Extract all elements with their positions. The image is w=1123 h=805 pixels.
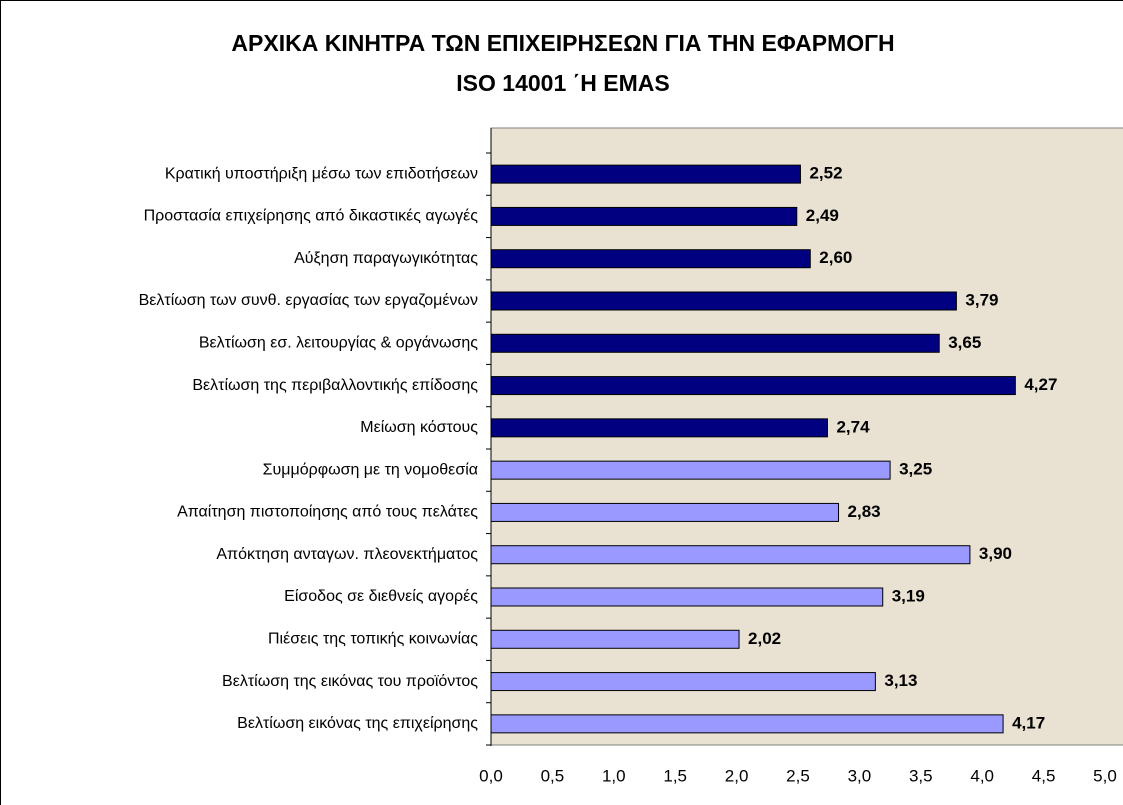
bar (490, 418, 828, 438)
x-tick-label: 1,0 (602, 766, 626, 785)
bar (490, 714, 1004, 734)
bar (490, 672, 876, 692)
chart-title: ISO 14001 ΄Η EMAS (456, 70, 669, 96)
y-tick-label: Βελτίωση εσ. λειτουργίας & οργάνωσης (199, 335, 478, 352)
x-tick-label: 5,0 (1093, 766, 1117, 785)
x-tick-label: 2,5 (786, 766, 810, 785)
y-tick-label: Αύξηση παραγωγικότητας (294, 250, 478, 267)
x-tick-label: 4,0 (970, 766, 994, 785)
value-label: 3,19 (892, 586, 925, 605)
value-label: 2,52 (809, 164, 842, 183)
x-tick-label: 3,5 (909, 766, 933, 785)
value-label: 2,74 (836, 417, 870, 436)
y-tick-label: Βελτίωση της εικόνας του προϊόντος (222, 673, 478, 690)
y-tick-label: Απόκτηση ανταγων. πλεονεκτήματος (216, 546, 478, 563)
value-label: 2,83 (848, 502, 881, 521)
value-label: 3,65 (948, 333, 981, 352)
x-tick-label: 1,5 (663, 766, 687, 785)
x-tick-label: 2,0 (725, 766, 749, 785)
y-tick-label: Βελτίωση των συνθ. εργασίας των εργαζομέ… (139, 292, 478, 309)
y-tick-label: Πιέσεις της τοπικής κοινωνίας (268, 631, 478, 648)
y-tick-label: Προστασία επιχείρησης από δικαστικές αγω… (144, 208, 479, 225)
bar (490, 502, 840, 522)
value-label: 2,02 (748, 629, 781, 648)
y-tick-label: Απαίτηση πιστοποίησης από τους πελάτες (177, 504, 478, 521)
value-label: 2,49 (806, 206, 839, 225)
y-tick-label: Μείωση κόστους (360, 419, 478, 436)
x-tick-label: 4,5 (1032, 766, 1056, 785)
bar (490, 206, 798, 226)
y-tick-label: Κρατική υποστήριξη μέσω των επιδοτήσεων (165, 165, 478, 182)
bar (490, 629, 740, 649)
value-label: 3,13 (884, 671, 917, 690)
value-label: 4,17 (1012, 713, 1045, 732)
bar (490, 460, 891, 480)
bar (490, 164, 801, 184)
bar (490, 376, 1016, 396)
value-label: 3,25 (899, 460, 932, 479)
y-tick-label: Είσοδος σε διεθνείς αγορές (284, 588, 478, 605)
bar (490, 587, 884, 607)
bar (490, 249, 811, 269)
y-tick-label: Βελτίωση της περιβαλλοντικής επίδοσης (192, 377, 478, 394)
bar (490, 333, 940, 353)
y-tick-label: Συμμόρφωση με τη νομοθεσία (263, 461, 478, 478)
chart-title: ΑΡΧΙΚΑ ΚΙΝΗΤΡΑ ΤΩΝ ΕΠΙΧΕΙΡΗΣΕΩΝ ΓΙΑ ΤΗΝ … (231, 30, 894, 56)
x-tick-label: 0,0 (479, 766, 503, 785)
value-label: 3,90 (979, 544, 1012, 563)
x-tick-label: 0,5 (541, 766, 565, 785)
bar (490, 291, 957, 311)
bar (490, 545, 971, 565)
x-tick-label: 3,0 (848, 766, 872, 785)
value-label: 3,79 (965, 290, 998, 309)
y-tick-label: Βελτίωση εικόνας της επιχείρησης (237, 715, 478, 732)
value-label: 4,27 (1024, 375, 1057, 394)
value-label: 2,60 (819, 248, 852, 267)
